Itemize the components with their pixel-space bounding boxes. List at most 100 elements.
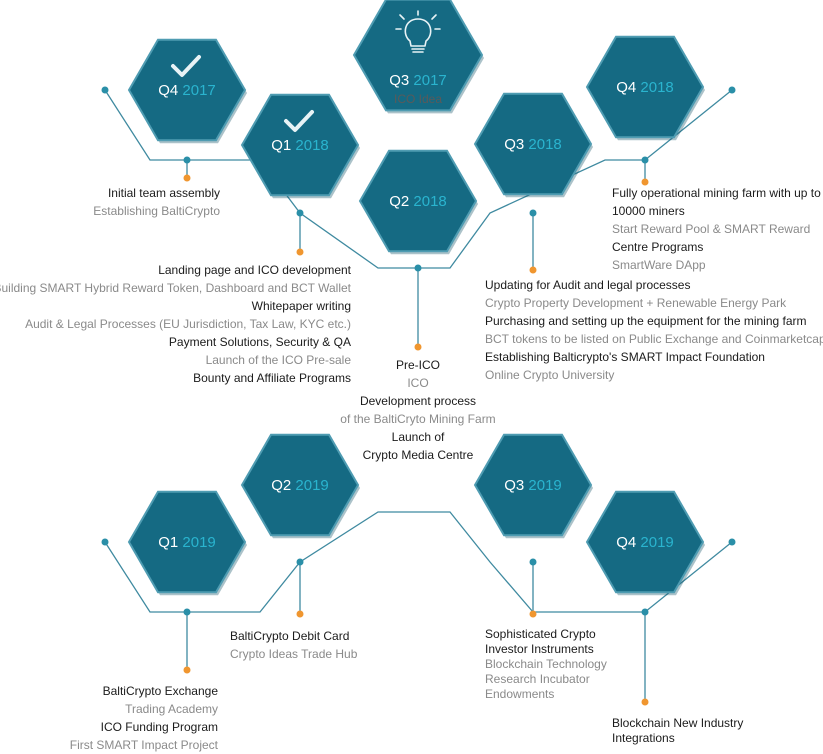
quarter-label: Q3 2019 xyxy=(504,477,562,494)
milestone-dot xyxy=(529,266,537,274)
block-q4-2017: Initial team assembly Establishing BaltiC… xyxy=(93,184,220,220)
connector-end-dot xyxy=(641,156,649,164)
year-text: 2018 xyxy=(528,136,561,153)
connector-end-dot xyxy=(529,209,537,217)
milestone-dot xyxy=(414,343,422,351)
hexagon-shape xyxy=(585,490,705,594)
lightbulb-base xyxy=(411,48,425,53)
quarter-text: Q4 xyxy=(158,82,182,99)
quarter-text: Q3 xyxy=(389,72,413,89)
year-text: 2019 xyxy=(640,534,673,551)
quarter-label: Q1 2019 xyxy=(158,534,216,551)
quarter-text: Q2 xyxy=(389,193,413,210)
quarter-text: Q1 xyxy=(271,137,295,154)
milestone-dot xyxy=(183,666,191,674)
roadmap-item: ICO Funding Program xyxy=(100,720,218,734)
roadmap-item: of the BaltiCryto Mining Farm xyxy=(340,412,496,426)
milestone-hexagon: Q2 2018 xyxy=(358,149,478,255)
roadmap-item: First SMART Impact Project xyxy=(69,738,218,752)
hexagon-shape xyxy=(473,92,593,196)
roadmap-item: Endowments xyxy=(485,687,555,701)
quarter-text: Q3 xyxy=(504,136,528,153)
block-q2-2019: BaltiCrypto Debit Card Crypto Ideas Trade… xyxy=(230,627,357,663)
lightbulb-glass xyxy=(404,18,432,47)
year-text: 2017 xyxy=(413,72,446,89)
milestone-dot xyxy=(183,174,191,182)
milestone-hexagon: Q1 2018 xyxy=(240,93,360,199)
roadmap-item: Updating for Audit and legal processes xyxy=(485,278,691,292)
milestone-dot xyxy=(529,610,537,618)
roadmap-item: Research Incubator xyxy=(485,672,590,686)
block-q4-2018: Fully operational mining farm with up to… xyxy=(612,184,821,274)
roadmap-item: Whitepaper writing xyxy=(251,299,351,313)
block-q2-2018: Pre-ICO ICO Development process of the Balt… xyxy=(308,356,528,464)
hexagon-shape xyxy=(240,93,360,197)
block-q1-2018: Landing page and ICO development Building… xyxy=(0,261,351,387)
roadmap-item: BaltiCrypto Exchange xyxy=(102,684,218,698)
roadmap-item: Start Reward Pool & SMART Reward xyxy=(612,222,811,236)
milestone-hexagon: Q1 2019 xyxy=(127,490,247,596)
connector-end-dot xyxy=(414,264,422,272)
checkmark-icon xyxy=(171,55,201,77)
milestone-hexagon: Q3 2019 xyxy=(473,433,593,539)
quarter-label: Q2 2018 xyxy=(389,193,447,210)
connector-end-dot xyxy=(728,86,736,94)
roadmap-item: Establishing BaltiCrypto xyxy=(93,204,220,218)
connector-end-dot xyxy=(296,209,304,217)
milestone-subtitle: ICO Idea xyxy=(394,92,442,106)
quarter-text: Q2 xyxy=(271,477,295,494)
milestone-hexagon: Q4 2017 xyxy=(127,38,247,144)
roadmap-item: Payment Solutions, Security & QA xyxy=(168,335,351,349)
checkmark-icon xyxy=(284,110,314,132)
milestone-dot xyxy=(641,178,649,186)
quarter-label: Q1 2018 xyxy=(271,137,329,154)
milestone-hexagon: Q4 2019 xyxy=(585,490,705,596)
year-text: 2019 xyxy=(182,534,215,551)
roadmap-item: Establishing Balticrypto's SMART Impact … xyxy=(485,350,765,364)
quarter-label: Q2 2019 xyxy=(271,477,329,494)
hexagon-shape xyxy=(352,0,484,112)
connector-line xyxy=(104,511,733,613)
roadmap-item: BaltiCrypto Debit Card xyxy=(230,629,350,643)
light-ray xyxy=(431,14,437,20)
roadmap-item: Investor Instruments xyxy=(485,642,594,656)
roadmap-item: SmartWare DApp xyxy=(612,258,706,272)
year-text: 2018 xyxy=(413,193,446,210)
roadmap-item: Launch of the ICO Pre-sale xyxy=(205,353,351,367)
roadmap-item: Bounty and Affiliate Programs xyxy=(193,371,351,385)
year-text: 2019 xyxy=(528,477,561,494)
connector-end-dot xyxy=(101,86,109,94)
roadmap-item: Blockchain New Industry xyxy=(612,716,744,730)
hexagon-shape xyxy=(585,35,705,139)
roadmap-item: Sophisticated Crypto xyxy=(485,627,596,641)
milestone-dot xyxy=(296,248,304,256)
quarter-label: Q4 2019 xyxy=(616,534,674,551)
roadmap-item: Development process xyxy=(359,394,477,408)
quarter-label: Q3 2017 xyxy=(389,72,447,89)
roadmap-item: Pre-ICO xyxy=(395,358,440,372)
roadmap-item: Integrations xyxy=(612,731,675,745)
year-text: 2019 xyxy=(295,477,328,494)
roadmap-item: Initial team assembly xyxy=(107,186,220,200)
roadmap-item: Launch of xyxy=(391,430,445,444)
roadmap-item: Fully operational mining farm with up to xyxy=(612,186,821,200)
quarter-label: Q4 2018 xyxy=(616,79,674,96)
milestone-dot xyxy=(641,698,649,706)
quarter-label: Q3 2018 xyxy=(504,136,562,153)
hexagon-shape xyxy=(473,433,593,537)
hexagon-shape xyxy=(127,38,247,142)
quarter-text: Q1 xyxy=(158,534,182,551)
lightbulb-icon xyxy=(395,10,441,53)
connector-end-dot xyxy=(529,558,537,566)
milestone-dot xyxy=(296,610,304,618)
roadmap-item: Online Crypto University xyxy=(485,368,615,382)
year-text: 2017 xyxy=(182,82,215,99)
connector-end-dot xyxy=(296,558,304,566)
quarter-text: Q4 xyxy=(616,534,640,551)
hexagon-shape xyxy=(358,149,478,253)
milestone-hexagon: Q4 2018 xyxy=(585,35,705,141)
connector-end-dot xyxy=(728,538,736,546)
block-q3-2018: Updating for Audit and legal processes Cr… xyxy=(485,276,823,384)
roadmap-item: ICO xyxy=(407,376,429,390)
